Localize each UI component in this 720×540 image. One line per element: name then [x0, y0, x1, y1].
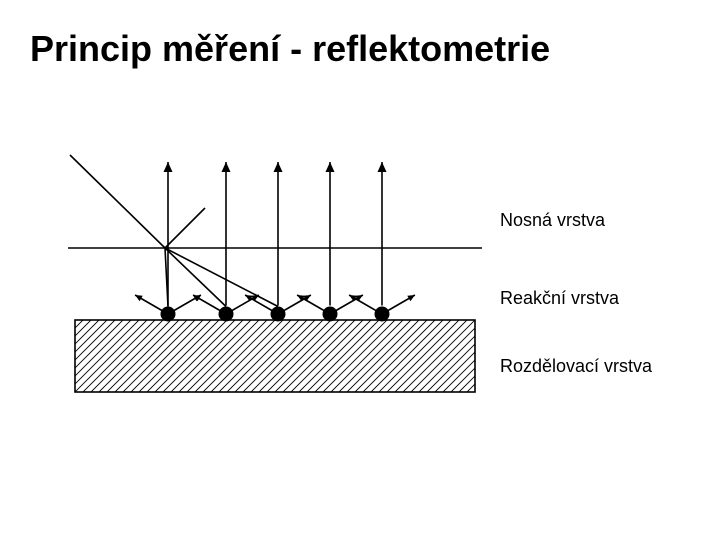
reflectometry-diagram [0, 0, 720, 540]
